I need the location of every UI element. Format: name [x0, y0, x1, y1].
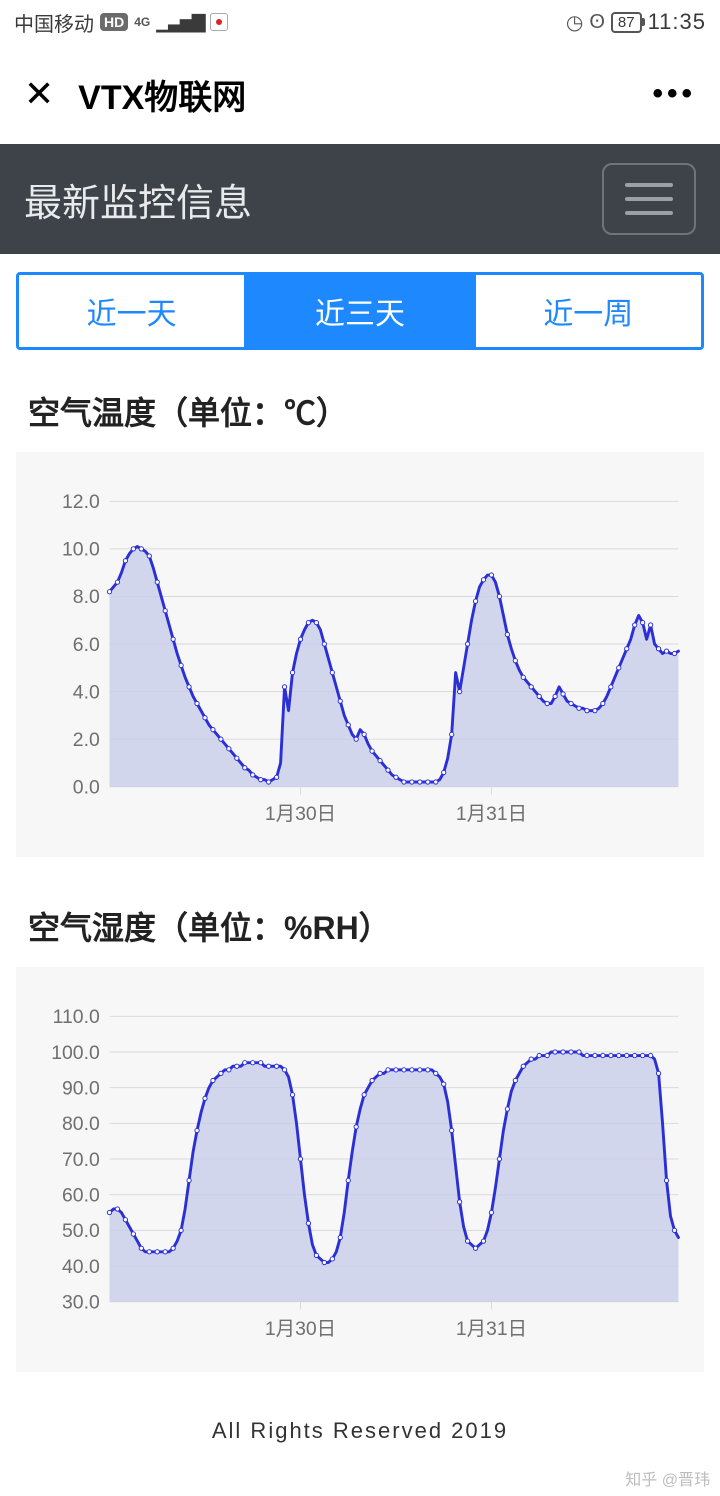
hamburger-menu-button[interactable] [602, 163, 696, 235]
svg-text:4.0: 4.0 [73, 681, 100, 703]
range-tabs: 近一天 近三天 近一周 [16, 272, 704, 350]
temperature-chart-card: 0.0 2.0 4.0 6.0 8.0 10.0 12.0 1月30日 1月31日 [16, 452, 704, 857]
eye-icon: ʘ [589, 11, 605, 34]
svg-text:1月30日: 1月30日 [265, 1318, 336, 1340]
more-icon[interactable]: ••• [652, 77, 696, 111]
network-label: 4G [134, 15, 150, 29]
alarm-icon: ◷ [566, 10, 583, 35]
svg-text:50.0: 50.0 [62, 1220, 100, 1242]
svg-text:100.0: 100.0 [51, 1042, 100, 1064]
svg-text:1月31日: 1月31日 [456, 1318, 527, 1340]
svg-text:110.0: 110.0 [53, 1006, 100, 1028]
svg-text:70.0: 70.0 [62, 1149, 100, 1171]
tab-1week[interactable]: 近一周 [473, 275, 701, 347]
location-pin-icon [210, 13, 228, 31]
hd-badge: HD [100, 13, 128, 31]
tab-3day[interactable]: 近三天 [244, 275, 472, 347]
tab-1day[interactable]: 近一天 [19, 275, 244, 347]
footer-copyright: All Rights Reserved 2019 [0, 1408, 720, 1450]
svg-text:40.0: 40.0 [62, 1256, 100, 1278]
humidity-section-title: 空气湿度（单位：%RH） [0, 893, 720, 967]
svg-text:1月31日: 1月31日 [456, 803, 527, 825]
svg-text:0.0: 0.0 [73, 777, 100, 799]
humidity-chart[interactable]: 30.0 40.0 50.0 60.0 70.0 80.0 90.0 100.0 110.0 1月… [26, 993, 694, 1362]
page-title: 最新监控信息 [24, 172, 252, 227]
svg-text:12.0: 12.0 [62, 491, 100, 513]
svg-text:8.0: 8.0 [73, 586, 100, 608]
svg-text:6.0: 6.0 [73, 634, 100, 656]
battery-icon: 87 [611, 12, 642, 33]
svg-text:60.0: 60.0 [62, 1184, 100, 1206]
close-icon[interactable]: ✕ [24, 73, 54, 115]
svg-text:30.0: 30.0 [62, 1292, 100, 1314]
tab-label: 近一周 [543, 298, 633, 331]
wechat-title-bar: ✕ VTX物联网 ••• [0, 44, 720, 144]
status-bar: 中国移动 HD 4G ▁▃▅▇ ◷ ʘ 87 11:35 [0, 0, 720, 44]
temperature-section-title: 空气温度（单位：℃） [0, 378, 720, 452]
clock-label: 11:35 [648, 9, 706, 35]
page-header: 最新监控信息 [0, 144, 720, 254]
svg-text:90.0: 90.0 [62, 1077, 100, 1099]
carrier-label: 中国移动 [14, 8, 94, 37]
svg-text:80.0: 80.0 [62, 1113, 100, 1135]
svg-text:10.0: 10.0 [62, 539, 100, 561]
svg-text:1月30日: 1月30日 [265, 803, 336, 825]
tab-label: 近一天 [87, 298, 177, 331]
signal-icon: ▁▃▅▇ [156, 12, 203, 33]
watermark: 知乎 @晋玮 [625, 1466, 710, 1490]
humidity-chart-card: 30.0 40.0 50.0 60.0 70.0 80.0 90.0 100.0 110.0 1月… [16, 967, 704, 1372]
temperature-chart[interactable]: 0.0 2.0 4.0 6.0 8.0 10.0 12.0 1月30日 1月31日 [26, 478, 694, 847]
app-title: VTX物联网 [78, 70, 628, 119]
tab-label: 近三天 [315, 298, 405, 331]
svg-text:2.0: 2.0 [73, 729, 100, 751]
